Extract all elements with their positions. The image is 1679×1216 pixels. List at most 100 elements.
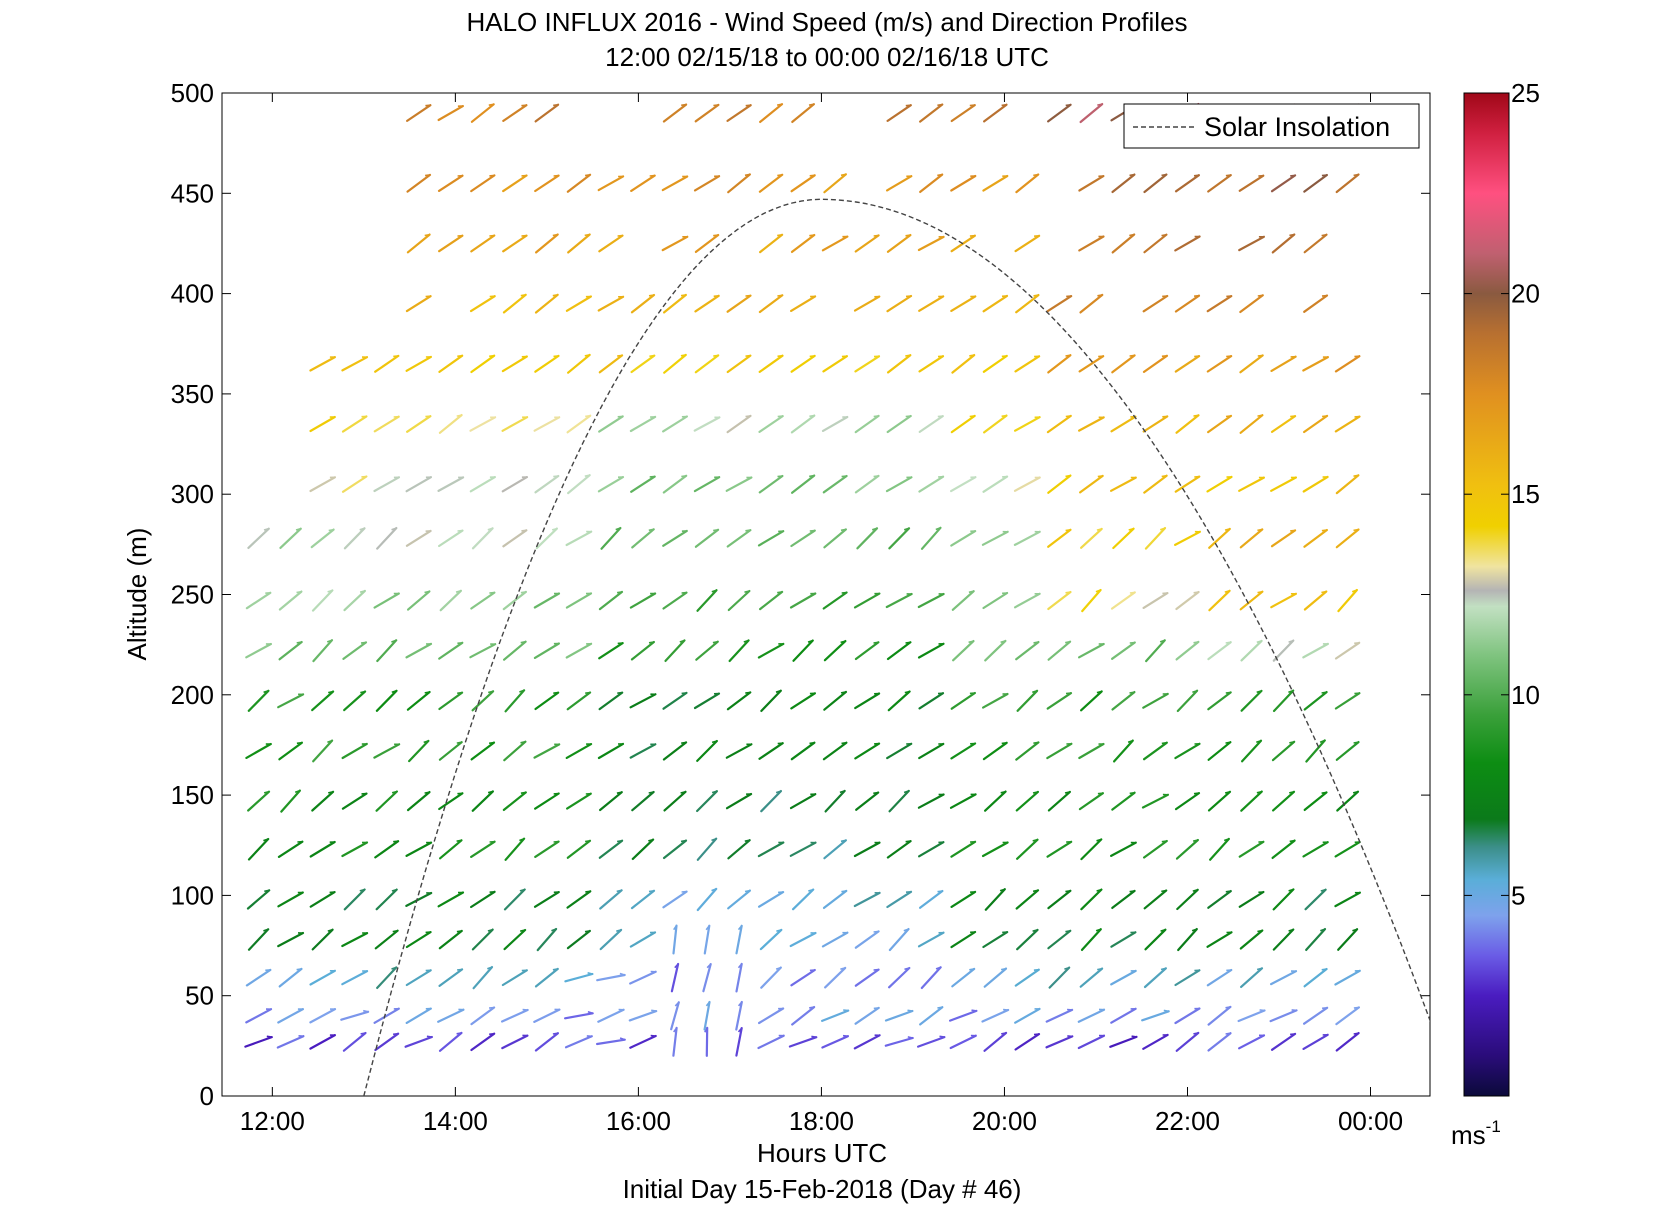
wind-vector	[341, 475, 368, 493]
wind-vector	[1335, 528, 1360, 549]
x-axis-label: Hours UTC	[757, 1138, 887, 1168]
wind-vector-head	[328, 690, 334, 694]
wind-vector	[406, 790, 431, 812]
wind-vector	[278, 741, 303, 761]
wind-vector-head	[456, 930, 462, 933]
wind-vector	[565, 642, 593, 659]
wind-vector	[1111, 791, 1136, 811]
wind-vector	[821, 235, 849, 252]
wind-vector	[438, 529, 464, 548]
wind-vector	[598, 354, 624, 374]
wind-vector-head	[1065, 529, 1071, 532]
wind-vector	[1048, 966, 1071, 989]
wind-vector-head	[1321, 233, 1327, 237]
wind-vector-head	[809, 414, 815, 418]
wind-vector-head	[777, 234, 783, 237]
wind-vector-head	[488, 690, 494, 694]
wind-vector	[277, 931, 305, 948]
wind-vector	[1110, 415, 1137, 433]
wind-vector	[375, 689, 398, 712]
wind-vector	[918, 692, 945, 710]
wind-vector	[502, 293, 527, 314]
wind-vector	[822, 889, 848, 910]
wind-vector	[373, 592, 400, 609]
wind-vector	[917, 931, 945, 948]
wind-vector	[566, 353, 591, 374]
wind-vector	[1142, 692, 1169, 709]
wind-vector	[854, 641, 880, 661]
colorbar: 5 10 15 20 25 ms-1	[1451, 78, 1540, 1150]
wind-vector-head	[648, 294, 655, 297]
wind-vector-head	[296, 590, 302, 594]
wind-vector-head	[1288, 639, 1294, 643]
wind-vector	[630, 174, 656, 192]
wind-vector	[1144, 526, 1167, 550]
wind-vector	[1335, 740, 1360, 761]
wind-vector	[1176, 888, 1199, 911]
wind-vector	[854, 968, 880, 987]
wind-vector	[760, 966, 782, 989]
wind-vector	[1303, 690, 1328, 711]
wind-vector	[1174, 1007, 1201, 1025]
wind-vector	[376, 526, 398, 550]
wind-vector-head	[808, 888, 814, 892]
wind-vector	[887, 690, 911, 712]
wind-vector-head	[737, 1027, 743, 1033]
wind-vector	[374, 1032, 400, 1052]
colorbar-tick-label: 25	[1511, 78, 1540, 108]
wind-vector	[438, 354, 464, 373]
wind-vector-head	[1257, 929, 1263, 933]
wind-vector-head	[617, 691, 623, 694]
wind-vector	[501, 1034, 529, 1050]
wind-vector	[1173, 530, 1202, 547]
wind-vector-head	[424, 174, 431, 177]
wind-vector	[949, 793, 977, 809]
wind-vector-head	[1290, 415, 1296, 418]
wind-vector	[631, 528, 655, 549]
wind-vector	[916, 1035, 946, 1048]
x-axis: 12:00 14:00 16:00 18:00 20:00 22:00 00:00	[240, 93, 1403, 1136]
wind-vector	[823, 966, 847, 989]
plot-area	[221, 92, 1431, 1097]
wind-vector	[949, 1034, 977, 1050]
wind-vector	[886, 641, 912, 661]
wind-vector	[760, 689, 782, 713]
wind-vector-head	[1032, 690, 1038, 694]
wind-vector	[1046, 103, 1072, 123]
wind-vector	[533, 642, 561, 660]
x-tick-label: 14:00	[423, 1106, 488, 1136]
wind-vector-head	[648, 528, 654, 532]
wind-vector	[1272, 639, 1295, 662]
wind-vector	[406, 104, 432, 123]
wind-vector	[438, 1031, 463, 1052]
wind-vector-head	[809, 529, 815, 532]
wind-vector-head	[745, 354, 751, 357]
wind-vector	[696, 739, 719, 763]
wind-vector	[245, 591, 272, 610]
wind-vector-head	[711, 790, 718, 794]
wind-vector-head	[1353, 474, 1359, 477]
wind-vector-head	[488, 741, 495, 745]
wind-vector	[244, 1035, 273, 1048]
wind-vector-head	[1064, 966, 1070, 970]
wind-vector	[1141, 1010, 1170, 1022]
wind-vector	[309, 840, 336, 858]
wind-vector	[950, 529, 977, 547]
wind-vector-head	[263, 928, 269, 932]
wind-vector	[1015, 741, 1040, 761]
wind-vector	[885, 175, 913, 192]
wind-vector-head	[745, 415, 751, 418]
legend: Solar Insolation	[1123, 103, 1420, 149]
wind-vector	[340, 1010, 370, 1021]
wind-vector	[920, 526, 942, 550]
wind-vector	[470, 840, 496, 859]
wind-vector	[984, 888, 1006, 911]
wind-vector	[888, 527, 911, 550]
wind-vector	[502, 529, 528, 548]
wind-vector	[598, 691, 624, 711]
wind-vector	[886, 414, 912, 434]
wind-vector-head	[808, 103, 815, 106]
wind-vector	[758, 474, 784, 494]
wind-vector	[758, 354, 784, 373]
wind-vector	[1335, 1006, 1361, 1026]
